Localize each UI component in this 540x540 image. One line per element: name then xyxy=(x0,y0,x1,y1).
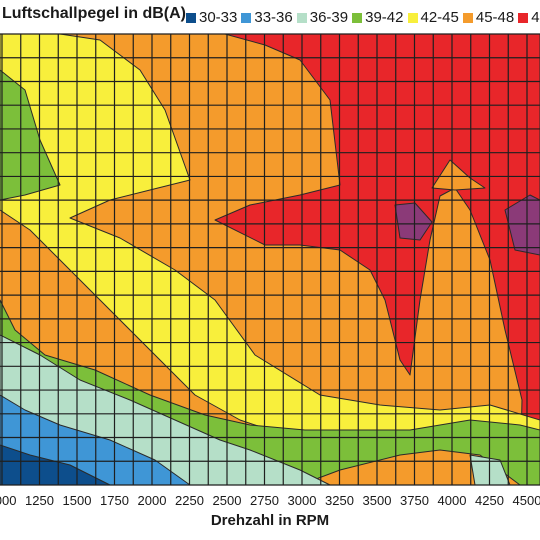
legend-item-4: 42-45 xyxy=(407,9,459,26)
legend-item-1: 33-36 xyxy=(241,9,293,26)
legend-label: 30-33 xyxy=(199,9,238,26)
x-tick-label: 2750 xyxy=(250,493,279,508)
x-tick-label: 2500 xyxy=(213,493,242,508)
legend-swatch xyxy=(186,12,196,23)
x-tick-label: 3500 xyxy=(363,493,392,508)
region-peak-1 xyxy=(394,202,433,241)
legend-title: Luftschallpegel in dB(A) xyxy=(2,5,186,22)
legend-swatch xyxy=(407,12,418,23)
legend-swatch xyxy=(462,12,473,23)
legend-swatch xyxy=(241,12,252,23)
x-tick-label: 1250 xyxy=(25,493,54,508)
x-tick-label: 1500 xyxy=(63,493,92,508)
region-30-33 xyxy=(0,444,111,486)
region-39-42-upper xyxy=(0,69,61,201)
x-tick-label: 2250 xyxy=(175,493,204,508)
region-45-48-island xyxy=(431,159,486,191)
legend-label: 39-42 xyxy=(365,9,404,26)
x-tick-label: 4250 xyxy=(475,493,504,508)
legend-label: 42-45 xyxy=(420,9,459,26)
legend: 30-33 33-36 36-39 39-42 42-45 45-48 48-5 xyxy=(186,9,540,26)
x-tick-label: 3750 xyxy=(400,493,429,508)
legend-label: 36-39 xyxy=(309,9,349,26)
legend-item-0: 30-33 xyxy=(186,9,237,26)
legend-label: 33-36 xyxy=(254,9,293,26)
x-tick-label: 1750 xyxy=(100,493,129,508)
legend-label: 48-5 xyxy=(531,9,540,26)
legend-item-2: 36-39 xyxy=(296,9,349,26)
x-tick-label: 3250 xyxy=(325,493,354,508)
x-axis-label: Drehzahl in RPM xyxy=(210,512,330,529)
legend-swatch xyxy=(352,12,363,23)
x-tick-label: 2000 xyxy=(138,493,167,508)
legend-label: 45-48 xyxy=(475,9,515,26)
x-tick-label: 4500 xyxy=(513,493,540,508)
x-tick-label: 3000 xyxy=(288,493,317,508)
x-tick-label: 4000 xyxy=(438,493,467,508)
legend-item-6: 48-5 xyxy=(518,9,540,26)
legend-swatch xyxy=(296,12,307,23)
legend-item-5: 45-48 xyxy=(462,9,515,26)
legend-swatch xyxy=(518,12,529,23)
x-tick-label: 1000 xyxy=(0,493,16,508)
region-peak-2 xyxy=(504,194,540,256)
legend-item-3: 39-42 xyxy=(352,9,404,26)
